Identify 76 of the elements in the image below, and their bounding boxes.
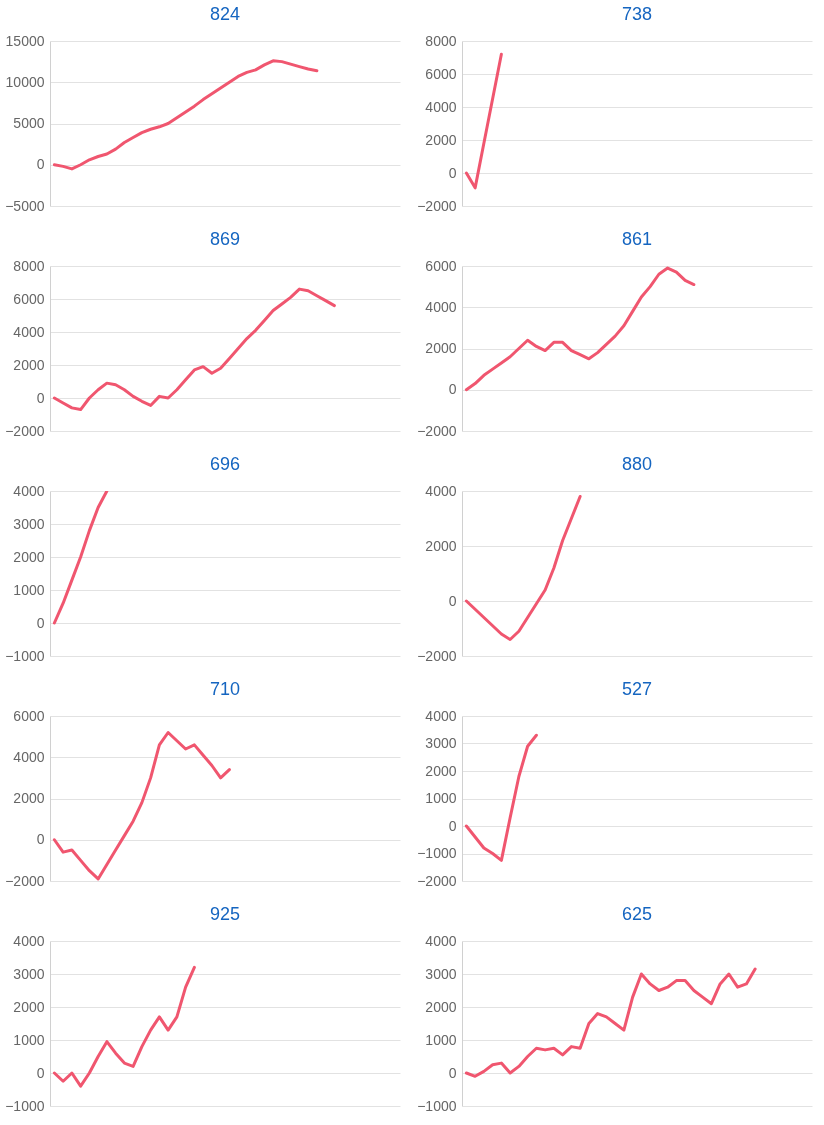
y-tick-label: 4000 <box>425 482 457 499</box>
y-tick-label: 0 <box>36 389 45 406</box>
y-tick-label: 4000 <box>425 932 457 949</box>
y-tick-label: 4000 <box>13 748 45 765</box>
y-tick-label: 6000 <box>425 65 457 82</box>
y-tick-label: 4000 <box>13 482 45 499</box>
line-series <box>464 967 757 1078</box>
y-tick-label: 2000 <box>425 131 457 148</box>
y-tick-label: −2000 <box>417 647 457 664</box>
y-tick-label: 2000 <box>425 537 457 554</box>
y-tick-label: 0 <box>36 156 45 173</box>
y-tick-label: 2000 <box>13 790 45 806</box>
chart-title: 824 <box>209 4 241 24</box>
y-tick-label: −2000 <box>5 872 45 889</box>
y-tick-label: 0 <box>448 1064 457 1081</box>
y-tick-label: 3000 <box>13 965 45 982</box>
y-tick-label: 5000 <box>13 115 45 131</box>
y-tick-label: −2000 <box>417 197 457 214</box>
y-tick-label: −1000 <box>417 1097 457 1114</box>
y-tick-label: 3000 <box>425 735 457 751</box>
y-tick-label: 4000 <box>425 298 457 315</box>
y-tick-label: −5000 <box>5 197 45 214</box>
line-series <box>52 287 336 412</box>
y-tick-label: 1000 <box>13 1031 45 1048</box>
y-tick-label: 2000 <box>13 548 45 565</box>
y-tick-label: 1000 <box>425 1031 457 1048</box>
line-series <box>464 266 696 392</box>
chart-title: 869 <box>209 229 241 249</box>
y-tick-label: 0 <box>448 592 457 609</box>
chart-title: 880 <box>621 454 653 474</box>
chart-title: 861 <box>621 229 653 249</box>
y-tick-label: −2000 <box>417 872 457 889</box>
y-tick-label: 15000 <box>5 32 45 49</box>
y-tick-label: 3000 <box>13 515 45 532</box>
y-tick-label: 2000 <box>425 762 457 779</box>
y-tick-label: 6000 <box>13 707 45 724</box>
chart-title: 527 <box>621 679 653 699</box>
y-tick-label: 4000 <box>425 707 457 724</box>
chart-title: 696 <box>209 454 241 474</box>
y-tick-label: 0 <box>36 1064 45 1081</box>
y-tick-label: 0 <box>36 614 45 631</box>
y-tick-label: 4000 <box>13 932 45 949</box>
y-tick-label: 0 <box>448 164 457 181</box>
y-tick-label: −2000 <box>417 422 457 439</box>
chart-title: 625 <box>621 904 653 924</box>
y-tick-label: 0 <box>448 381 457 398</box>
y-tick-label: 2000 <box>13 356 45 373</box>
y-tick-label: 8000 <box>425 32 457 49</box>
y-tick-label: 8000 <box>13 257 45 274</box>
line-series <box>52 731 231 881</box>
line-series <box>464 52 503 190</box>
chart-title: 710 <box>209 679 241 699</box>
y-tick-label: 0 <box>36 831 45 848</box>
y-tick-label: 4000 <box>425 98 457 115</box>
y-tick-label: 4000 <box>13 323 45 340</box>
y-tick-label: −2000 <box>5 422 45 439</box>
line-series <box>52 59 319 171</box>
y-tick-label: 2000 <box>13 998 45 1015</box>
y-tick-label: −1000 <box>5 1097 45 1114</box>
chart-title: 925 <box>209 904 241 924</box>
chart-title: 738 <box>621 4 653 24</box>
y-tick-label: 2000 <box>425 340 457 356</box>
y-tick-label: 10000 <box>5 73 45 90</box>
line-series <box>52 965 196 1088</box>
y-tick-label: 6000 <box>425 257 457 274</box>
y-tick-label: −1000 <box>417 845 457 861</box>
line-series <box>52 491 109 625</box>
line-series <box>464 495 582 641</box>
y-tick-label: 6000 <box>13 290 45 307</box>
y-tick-label: 1000 <box>425 790 457 806</box>
line-series <box>464 733 538 862</box>
y-tick-label: 0 <box>448 817 457 834</box>
y-tick-label: 1000 <box>13 581 45 598</box>
y-tick-label: 2000 <box>425 998 457 1015</box>
y-tick-label: −1000 <box>5 647 45 664</box>
y-tick-label: 3000 <box>425 965 457 982</box>
